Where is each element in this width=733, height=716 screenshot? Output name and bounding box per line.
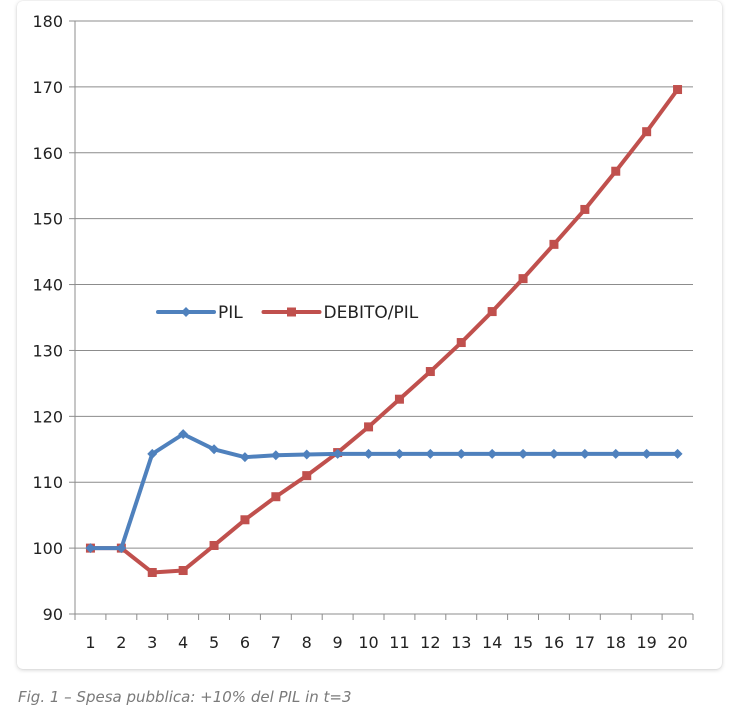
x-tick-label: 12 <box>420 633 440 652</box>
data-point-debito-pil <box>425 367 435 377</box>
data-point-debito-pil <box>487 307 497 317</box>
x-tick-label: 11 <box>389 633 409 652</box>
x-tick-label: 13 <box>451 633 471 652</box>
x-tick-label: 2 <box>116 633 126 652</box>
figure-caption: Fig. 1 – Spesa pubblica: +10% del PIL in… <box>18 688 352 706</box>
x-tick-label: 7 <box>271 633 281 652</box>
data-point-pil <box>425 448 436 459</box>
legend-label-pil: PIL <box>218 303 243 323</box>
x-tick-label: 1 <box>85 633 95 652</box>
x-tick-label: 19 <box>636 633 656 652</box>
data-point-pil <box>301 449 312 460</box>
data-point-pil <box>270 450 281 461</box>
data-point-pil <box>641 448 652 459</box>
y-tick-label: 160 <box>32 144 63 163</box>
data-point-pil <box>672 448 683 459</box>
x-tick-label: 14 <box>482 633 502 652</box>
data-point-debito-pil <box>271 492 281 502</box>
x-tick-label: 18 <box>606 633 626 652</box>
y-tick-label: 150 <box>32 210 63 229</box>
y-tick-label: 140 <box>32 276 63 295</box>
y-tick-label: 110 <box>32 473 63 492</box>
data-point-pil <box>363 448 374 459</box>
data-point-debito-pil <box>580 204 590 214</box>
data-point-debito-pil <box>394 394 404 404</box>
data-point-pil <box>610 448 621 459</box>
legend-marker-pil <box>181 307 191 317</box>
data-point-debito-pil <box>549 239 559 249</box>
data-point-pil <box>456 448 467 459</box>
data-point-debito-pil <box>611 166 621 176</box>
x-tick-label: 20 <box>667 633 687 652</box>
data-point-pil <box>85 543 96 554</box>
series-line-pil <box>88 432 680 551</box>
data-point-pil <box>116 543 127 554</box>
x-tick-label: 10 <box>358 633 378 652</box>
y-tick-label: 120 <box>32 407 63 426</box>
x-tick-label: 4 <box>178 633 188 652</box>
y-tick-label: 90 <box>43 605 63 624</box>
y-tick-label: 130 <box>32 341 63 360</box>
data-point-debito-pil <box>364 422 374 432</box>
data-point-debito-pil <box>209 540 219 550</box>
x-tick-label: 3 <box>147 633 157 652</box>
data-point-pil <box>394 448 405 459</box>
data-point-pil <box>178 429 189 440</box>
legend-label-debito-pil: DEBITO/PIL <box>324 303 419 323</box>
data-point-pil <box>579 448 590 459</box>
data-point-debito-pil <box>178 566 188 576</box>
x-tick-label: 15 <box>513 633 533 652</box>
x-tick-label: 8 <box>302 633 312 652</box>
data-point-debito-pil <box>302 471 312 481</box>
data-point-debito-pil <box>518 274 528 284</box>
data-point-pil <box>487 448 498 459</box>
y-tick-label: 170 <box>32 78 63 97</box>
data-point-pil <box>209 444 220 455</box>
x-tick-label: 9 <box>333 633 343 652</box>
x-tick-label: 17 <box>575 633 595 652</box>
data-point-debito-pil <box>147 567 157 577</box>
data-point-pil <box>332 448 343 459</box>
x-tick-label: 6 <box>240 633 250 652</box>
data-point-debito-pil <box>673 85 683 95</box>
legend-marker-debito-pil <box>287 307 296 317</box>
data-point-pil <box>518 448 529 459</box>
data-point-debito-pil <box>456 338 466 348</box>
data-point-debito-pil <box>642 127 652 137</box>
y-tick-label: 100 <box>32 539 63 558</box>
data-point-debito-pil <box>240 515 250 525</box>
x-tick-label: 5 <box>209 633 219 652</box>
data-point-pil <box>239 452 250 463</box>
series-line-debito-pil <box>88 87 680 575</box>
data-point-pil <box>147 448 158 459</box>
y-tick-label: 180 <box>32 12 63 31</box>
x-tick-label: 16 <box>544 633 564 652</box>
data-point-pil <box>548 448 559 459</box>
